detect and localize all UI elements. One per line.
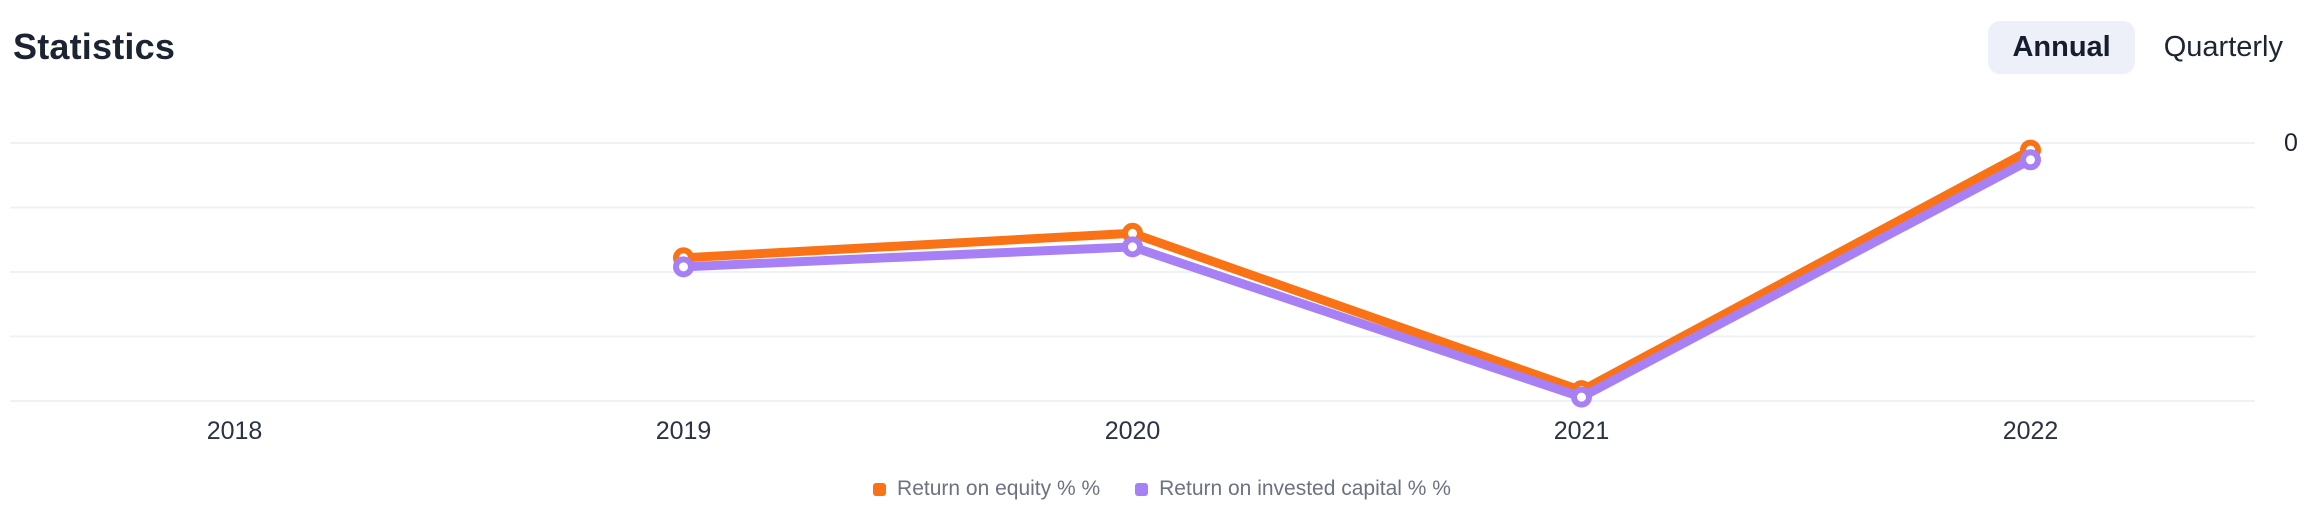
page-title: Statistics xyxy=(13,26,176,67)
legend-label: Return on equity % % xyxy=(897,477,1101,500)
series-line xyxy=(679,155,2035,402)
data-point-marker[interactable] xyxy=(2020,149,2041,171)
legend-item[interactable]: Return on equity % % xyxy=(873,477,1100,501)
chart-legend: Return on equity % % Return on invested c… xyxy=(0,472,2324,506)
data-point-marker[interactable] xyxy=(1122,236,1143,258)
period-toggle: Annual Quarterly xyxy=(1988,21,2285,74)
series-line xyxy=(679,145,2035,396)
x-axis-label: 2021 xyxy=(1553,417,1610,445)
x-axis-label: 2018 xyxy=(206,417,263,445)
x-axis: 2018 2019 2020 2021 2022 xyxy=(0,414,2324,448)
x-axis-label: 2022 xyxy=(2002,417,2059,445)
legend-label: Return on invested capital % % xyxy=(1159,477,1451,500)
data-point-marker[interactable] xyxy=(673,256,694,278)
y-axis-tick-label: 0 xyxy=(2284,129,2298,157)
gridlines xyxy=(10,142,2255,402)
legend-swatch xyxy=(873,482,887,496)
legend-item[interactable]: Return on invested capital % % xyxy=(1135,477,1451,501)
x-axis-label: 2020 xyxy=(1104,417,1161,445)
legend-swatch xyxy=(1135,482,1149,496)
toggle-annual-button[interactable]: Annual xyxy=(1988,21,2135,74)
data-point-marker[interactable] xyxy=(1571,386,1592,408)
toggle-quarterly-button[interactable]: Quarterly xyxy=(2162,21,2285,74)
x-axis-label: 2019 xyxy=(655,417,712,445)
